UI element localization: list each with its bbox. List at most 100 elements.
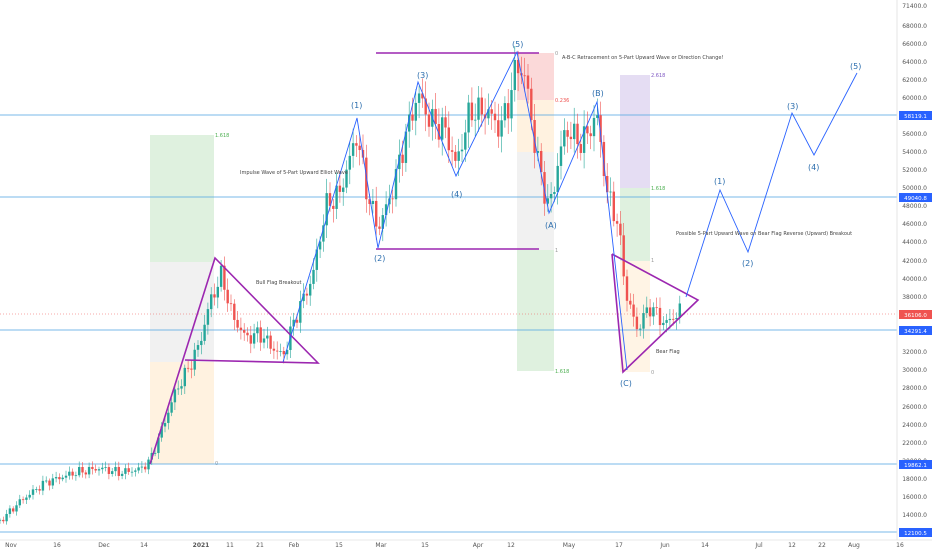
candle-body <box>91 466 94 470</box>
fib-label: 0.236 <box>555 98 569 104</box>
candle-body <box>497 120 500 137</box>
candle-body <box>111 471 114 474</box>
candle-body <box>246 332 249 336</box>
fib-labels: 1.618 0 0 0.236 1 1.618 2.618 1.618 1 0 <box>215 51 665 467</box>
time-tick-label: Feb <box>289 542 300 549</box>
time-tick-label: Jun <box>659 542 670 549</box>
price-axis-bg <box>897 0 932 540</box>
time-tick-label: Jul <box>754 542 763 549</box>
price-tick-label: 14000.0 <box>902 512 927 519</box>
fib-box-red-2 <box>517 53 554 100</box>
candle-body <box>309 283 312 296</box>
candle-body <box>144 466 147 470</box>
candle-body <box>41 480 45 491</box>
candle-body <box>259 327 262 343</box>
candle-body <box>279 351 282 352</box>
candle-body <box>31 489 35 495</box>
candle-body <box>266 335 269 339</box>
candle-body <box>596 115 599 118</box>
candle-body <box>325 193 328 226</box>
possible-wave-annotation: Possible 5-Part Upward Wave on Bear Flag… <box>676 231 852 237</box>
candle-body <box>295 319 299 323</box>
candle-body <box>602 141 606 176</box>
candle-body <box>546 198 549 204</box>
candle-body <box>460 149 464 152</box>
candle-body <box>500 120 503 137</box>
candle-body <box>371 200 375 204</box>
candle-body <box>368 199 371 204</box>
candle-body <box>437 124 441 140</box>
candle-body <box>223 265 226 290</box>
fib-box-green-1 <box>150 135 214 262</box>
candle-body <box>196 345 200 350</box>
candle-body <box>632 304 635 317</box>
price-tick-label: 56000.0 <box>902 131 927 138</box>
time-tick-label: 12 <box>507 542 515 549</box>
candle-body <box>464 132 467 150</box>
candle-body <box>351 143 355 156</box>
fib-label: 1.618 <box>651 186 665 192</box>
time-tick-label: 14 <box>701 542 709 549</box>
candle-body <box>322 225 325 242</box>
price-badge: 58119.1 <box>904 114 927 120</box>
candle-body <box>536 150 540 153</box>
candle-body <box>140 466 144 468</box>
candle-body <box>2 519 5 522</box>
time-axis[interactable]: Nov 16 Dec 14 2021 11 21 Feb 15 Mar 15 Apr 12 May 17 Ju… <box>0 539 932 549</box>
candle-body <box>0 519 2 521</box>
price-badge: 34291.4 <box>904 329 927 335</box>
candle-body <box>101 467 104 470</box>
price-tick-label: 44000.0 <box>902 239 927 246</box>
candle-body <box>454 151 457 161</box>
wave-label: (B) <box>592 89 604 98</box>
price-tick-label: 30000.0 <box>902 367 927 374</box>
candle-body <box>434 108 437 125</box>
candle-body <box>68 471 71 476</box>
price-tick-label: 52000.0 <box>902 167 927 174</box>
candle-body <box>645 307 648 314</box>
candle-body <box>71 471 74 476</box>
candle-body <box>665 320 668 323</box>
candle-body <box>579 144 582 153</box>
candle-body <box>348 155 351 170</box>
price-tick-label: 28000.0 <box>902 385 927 392</box>
price-axis-ticks: 71400.0 68000.0 66000.0 64000.0 62000.0 60000… <box>902 3 927 519</box>
time-tick-label: 17 <box>615 542 623 549</box>
candle-body <box>21 499 25 501</box>
fib-box-purple-3 <box>620 75 650 188</box>
candle-body <box>540 150 543 173</box>
candle-body <box>134 470 137 472</box>
candle-body <box>414 102 417 121</box>
price-tick-label: 26000.0 <box>902 404 927 411</box>
time-tick-label: 22 <box>818 542 826 549</box>
candle-body <box>74 475 78 477</box>
price-tick-label: 42000.0 <box>902 258 927 265</box>
candle-body <box>58 477 61 480</box>
candle-body <box>658 307 662 326</box>
candle-body <box>563 130 566 147</box>
price-tick-label: 68000.0 <box>902 23 927 30</box>
pattern-lines <box>149 52 700 465</box>
candle-body <box>394 169 398 200</box>
fib-box-gray-1 <box>150 262 214 362</box>
candle-body <box>615 221 619 224</box>
price-axis[interactable]: 71400.0 68000.0 66000.0 64000.0 62000.0 60000… <box>896 0 932 540</box>
candle-body <box>556 165 559 192</box>
wave-lines <box>282 50 858 371</box>
candle-body <box>606 175 609 193</box>
candle-body <box>629 300 632 305</box>
price-tick-label: 64000.0 <box>902 59 927 66</box>
candle-body <box>262 338 266 343</box>
candle-body <box>8 508 12 514</box>
price-tick-label: 66000.0 <box>902 41 927 48</box>
candle-body <box>533 120 536 153</box>
candle-body <box>167 412 170 423</box>
candle-body <box>592 117 596 137</box>
wave-label: (4) <box>808 163 819 172</box>
candle-body <box>177 388 180 390</box>
candle-body <box>28 494 31 498</box>
wave-labels: (1) (2) (3) (4) (5) (A) (B) (C) (1) (2) … <box>351 40 861 388</box>
candle-body <box>652 307 655 317</box>
price-badge: 49040.8 <box>904 196 927 202</box>
